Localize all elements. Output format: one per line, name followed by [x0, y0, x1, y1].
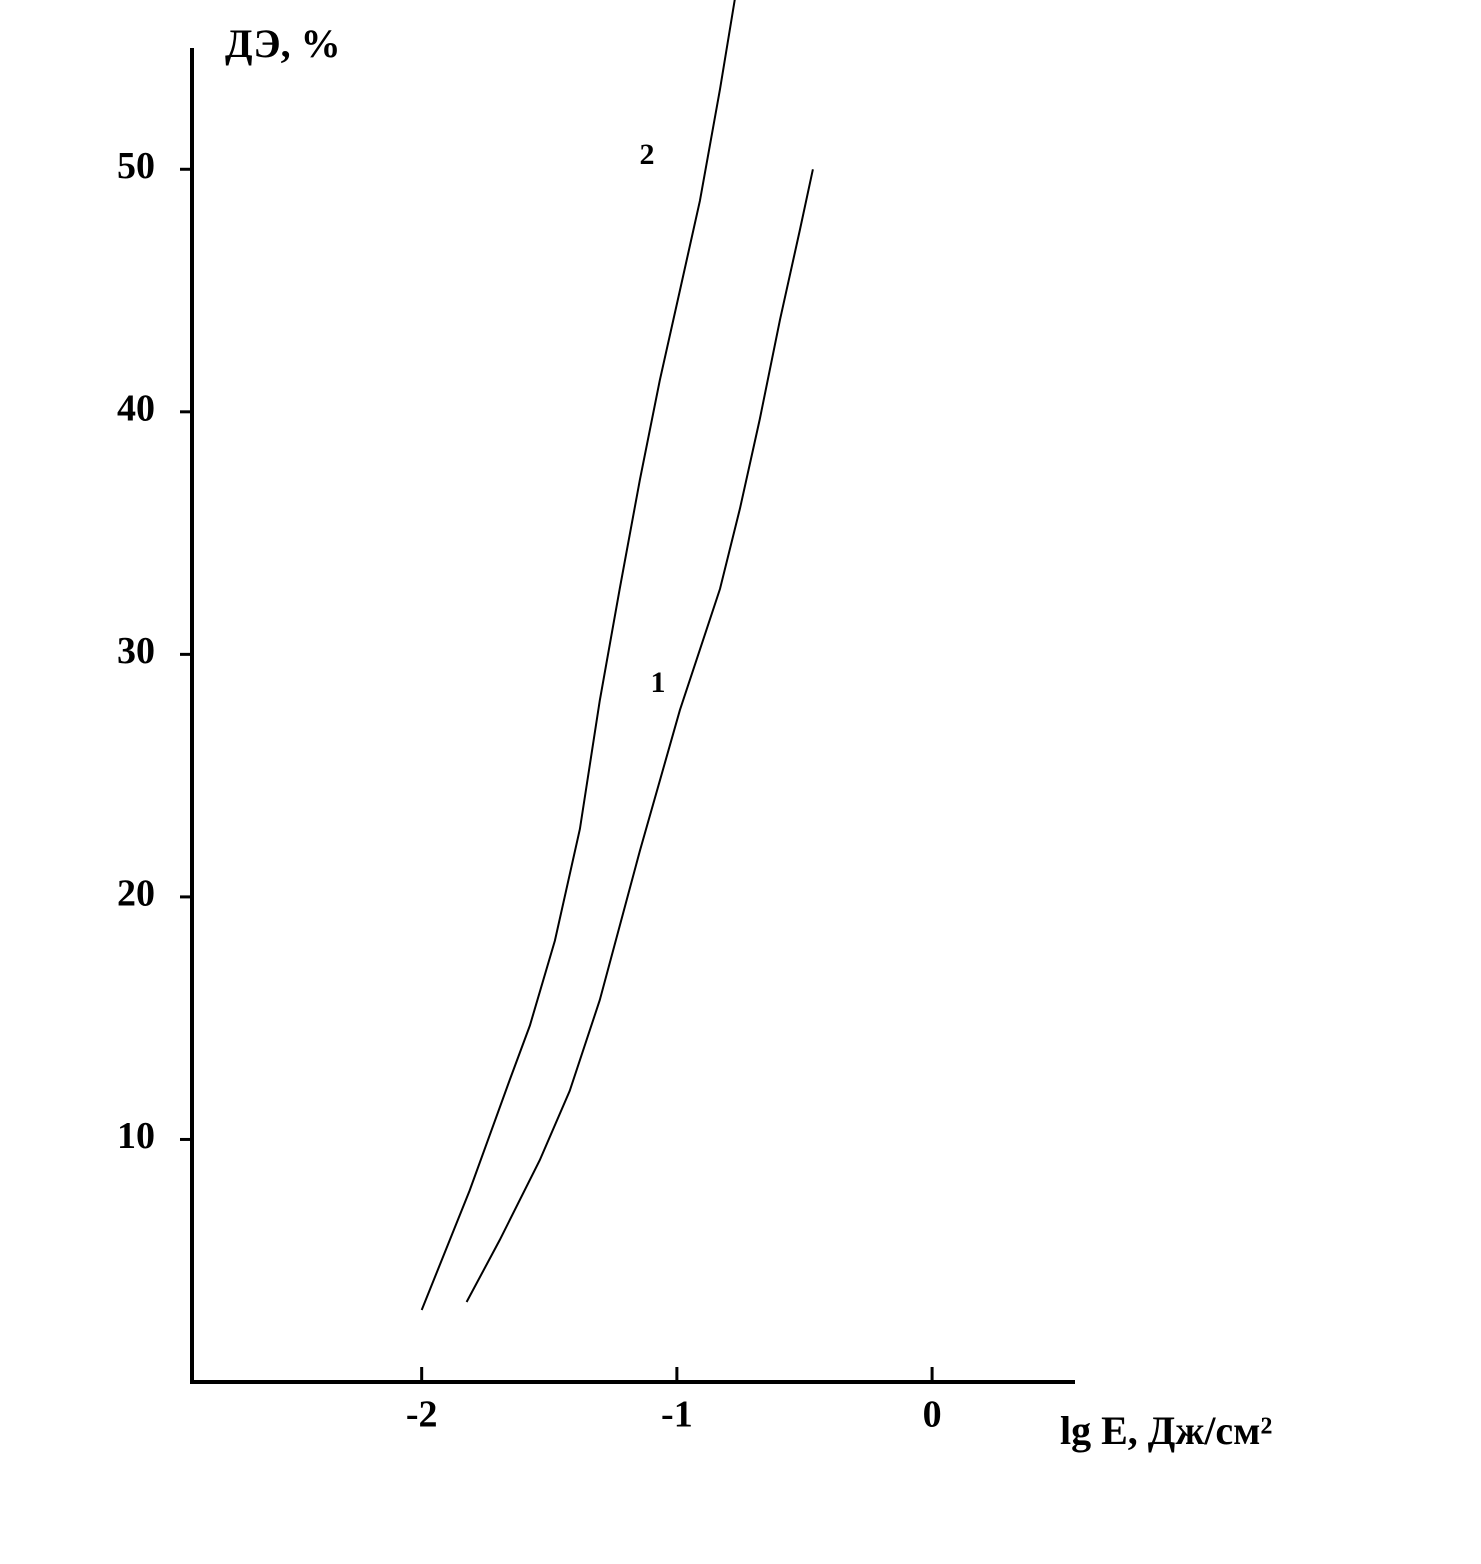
x-axis-label: lg E, Дж/см² [1060, 1408, 1272, 1453]
y-tick-label: 40 [117, 388, 155, 430]
y-tick-label: 50 [117, 145, 155, 187]
y-tick-label: 30 [117, 630, 155, 672]
x-tick-label: -1 [661, 1394, 693, 1436]
x-tick-label: -2 [406, 1394, 438, 1436]
series-line [465, 169, 814, 1303]
y-tick-label: 10 [117, 1115, 155, 1157]
chart-title: ДЭ, % [225, 21, 341, 66]
series-label: 2 [640, 138, 655, 171]
series-label: 1 [651, 666, 666, 699]
y-tick-label: 20 [117, 873, 155, 915]
series-line [420, 0, 736, 1311]
x-tick-label: 0 [923, 1394, 942, 1436]
